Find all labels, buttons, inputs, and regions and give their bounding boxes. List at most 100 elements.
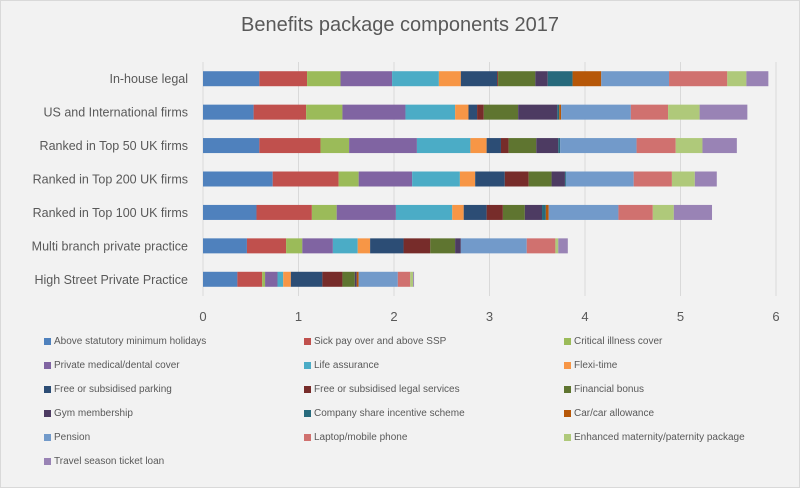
legend-label: Enhanced maternity/paternity package (574, 432, 745, 443)
bar-segment (237, 271, 263, 287)
bar-segment (502, 204, 525, 220)
legend-swatch (564, 434, 571, 441)
bar-segment (358, 271, 398, 287)
legend-item: Company share incentive scheme (304, 408, 465, 419)
bar-segment (416, 138, 471, 154)
bar-segment (702, 138, 737, 154)
bar-segment (542, 204, 546, 220)
bar-segment (508, 138, 537, 154)
bar-segment (524, 204, 543, 220)
bar-segment (518, 104, 558, 120)
bar-segment (746, 71, 769, 87)
legend-item: Financial bonus (564, 384, 644, 395)
legend-swatch (304, 362, 311, 369)
bar-segment (652, 204, 674, 220)
legend-swatch (304, 410, 311, 417)
x-tick-label: 4 (581, 309, 588, 324)
legend-item: Free or subsidised legal services (304, 384, 460, 395)
bar-segment (203, 71, 260, 87)
bar-segment (572, 71, 602, 87)
bar-segment (699, 104, 748, 120)
legend-item: Car/car allowance (564, 408, 654, 419)
legend-swatch (44, 434, 51, 441)
bar-segment (256, 204, 312, 220)
bar-segment (413, 271, 415, 287)
bar-segment (259, 138, 321, 154)
bar-segment (392, 71, 439, 87)
bar-segment (203, 204, 257, 220)
bar-segment (203, 271, 238, 287)
legend-swatch (564, 410, 571, 417)
bar-segment (302, 238, 333, 254)
bar-segment (470, 138, 487, 154)
bar-segment (370, 238, 404, 254)
chart-title: Benefits package components 2017 (241, 14, 559, 36)
legend-swatch (564, 386, 571, 393)
bar-segment (669, 71, 728, 87)
bar-segment (557, 104, 560, 120)
bar-segment (336, 204, 396, 220)
bar-segment (618, 204, 653, 220)
bar-segment (262, 271, 266, 287)
bar-segment (559, 104, 562, 120)
bar-segment (558, 138, 561, 154)
bar-segment (483, 104, 519, 120)
bar-segment (475, 171, 505, 187)
y-category-label: High Street Private Practice (34, 273, 188, 287)
bar-segment (277, 271, 284, 287)
bar-segment (311, 204, 337, 220)
legend-item: Laptop/mobile phone (304, 432, 407, 443)
bar-segment (340, 71, 393, 87)
bar-segment (673, 204, 713, 220)
bar-segment (286, 238, 303, 254)
bar-segment (500, 138, 509, 154)
chart-plot: 0 1 2 3 4 5 6 In-house legal US and Internationa… (32, 62, 780, 324)
legend-swatch (304, 434, 311, 441)
bar-segment (203, 238, 247, 254)
legend-item: Free or subsidised parking (44, 384, 172, 395)
bar-segment (486, 204, 503, 220)
legend-label: Financial bonus (574, 384, 645, 395)
bar-segment (497, 71, 499, 87)
legend-item: Private medical/dental cover (44, 360, 180, 371)
x-tick-label: 2 (390, 309, 397, 324)
legend-label: Travel season ticket loan (54, 456, 165, 467)
bar-segment (265, 271, 278, 287)
bar-segment (630, 104, 669, 120)
bar-segment (290, 271, 323, 287)
legend-label: Free or subsidised legal services (314, 384, 460, 395)
bar-segment (354, 271, 357, 287)
bar-segment (633, 171, 672, 187)
x-tick-label: 3 (486, 309, 493, 324)
legend-label: Critical illness cover (574, 336, 663, 347)
bar-segment (403, 238, 431, 254)
legend-swatch (564, 338, 571, 345)
legend-item: Flexi-time (564, 360, 617, 371)
bar-segment (460, 238, 527, 254)
legend-item: Life assurance (304, 360, 379, 371)
bar-segment (203, 171, 273, 187)
y-category-label: Ranked in Top 100 UK firms (33, 206, 188, 220)
x-tick-label: 6 (772, 309, 779, 324)
bar-segment (468, 104, 478, 120)
x-tick-label: 0 (199, 309, 206, 324)
legend-item: Travel season ticket loan (44, 456, 164, 467)
legend-item: Gym membership (44, 408, 133, 419)
bar-segment (548, 204, 619, 220)
bar-segment (555, 238, 559, 254)
y-category-label: Ranked in Top 200 UK firms (33, 173, 188, 187)
x-tick-label: 1 (295, 309, 302, 324)
legend-label: Car/car allowance (574, 408, 655, 419)
bar-segment (357, 238, 371, 254)
bar-segment (535, 71, 548, 87)
legend-item: Pension (44, 432, 90, 443)
bar-segment (459, 171, 476, 187)
bar-segment (477, 104, 484, 120)
bar-segment (694, 171, 717, 187)
bar-segment (410, 271, 414, 287)
legend-swatch (304, 386, 311, 393)
bar-segment (536, 138, 559, 154)
bar-segment (272, 171, 339, 187)
bar-segment (455, 238, 461, 254)
bar-segment (338, 171, 359, 187)
